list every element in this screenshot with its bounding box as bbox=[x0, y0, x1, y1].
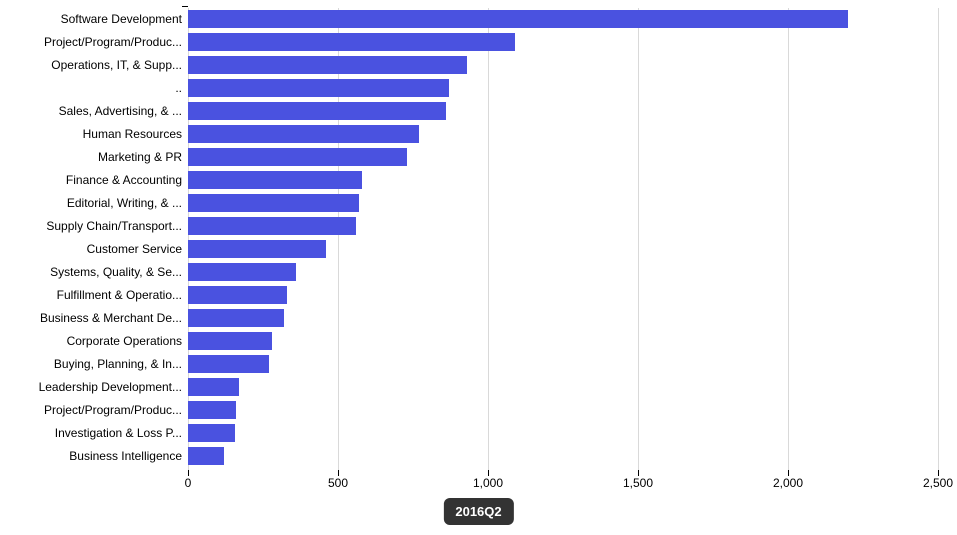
bar bbox=[188, 79, 449, 97]
y-axis-label: Editorial, Writing, & ... bbox=[67, 194, 188, 212]
bar bbox=[188, 447, 224, 465]
bar bbox=[188, 148, 407, 166]
bar bbox=[188, 102, 446, 120]
y-axis-label: Customer Service bbox=[87, 240, 188, 258]
y-axis-label: Business & Merchant De... bbox=[40, 309, 188, 327]
x-axis-label: 2,500 bbox=[923, 470, 953, 490]
legend-pill: 2016Q2 bbox=[443, 498, 513, 525]
plot-area: 05001,0001,5002,0002,500Software Develop… bbox=[188, 8, 938, 470]
y-axis-label: Fulfillment & Operatio... bbox=[57, 286, 188, 304]
y-axis-label: Human Resources bbox=[83, 125, 188, 143]
bar bbox=[188, 240, 326, 258]
x-axis-label: 1,000 bbox=[473, 470, 503, 490]
y-axis-label: Marketing & PR bbox=[98, 148, 188, 166]
y-axis-label: Project/Program/Produc... bbox=[44, 33, 188, 51]
y-axis-label: Business Intelligence bbox=[69, 447, 188, 465]
y-axis-label: Buying, Planning, & In... bbox=[54, 355, 188, 373]
y-axis-label: Supply Chain/Transport... bbox=[46, 217, 188, 235]
y-axis-label: Corporate Operations bbox=[67, 332, 188, 350]
y-axis-label: Investigation & Loss P... bbox=[55, 424, 188, 442]
x-gridline bbox=[938, 8, 939, 470]
bar bbox=[188, 309, 284, 327]
top-tick bbox=[182, 6, 188, 7]
y-axis-label: Project/Program/Produc... bbox=[44, 401, 188, 419]
chart-container: 0 500 1,000 1,500 2,000 2,500 Software Develop… bbox=[0, 0, 957, 535]
bar bbox=[188, 194, 359, 212]
y-axis-label: Finance & Accounting bbox=[66, 171, 188, 189]
x-axis-label: 1,500 bbox=[623, 470, 653, 490]
y-axis-label: Operations, IT, & Supp... bbox=[51, 56, 188, 74]
x-axis-label: 0 bbox=[185, 470, 192, 490]
y-axis-label: Software Development bbox=[61, 10, 188, 28]
bar bbox=[188, 401, 236, 419]
x-gridline bbox=[638, 8, 639, 470]
bar bbox=[188, 378, 239, 396]
bar bbox=[188, 171, 362, 189]
bar bbox=[188, 332, 272, 350]
x-gridline bbox=[488, 8, 489, 470]
bar bbox=[188, 33, 515, 51]
x-gridline bbox=[338, 8, 339, 470]
bar bbox=[188, 56, 467, 74]
bar bbox=[188, 10, 848, 28]
bar bbox=[188, 355, 269, 373]
bar bbox=[188, 125, 419, 143]
bar bbox=[188, 217, 356, 235]
y-axis-label: .. bbox=[175, 79, 188, 97]
x-gridline bbox=[788, 8, 789, 470]
y-axis-label: Leadership Development... bbox=[39, 378, 188, 396]
y-axis-label: Systems, Quality, & Se... bbox=[50, 263, 188, 281]
x-axis-label: 2,000 bbox=[773, 470, 803, 490]
y-axis-label: Sales, Advertising, & ... bbox=[59, 102, 188, 120]
bar bbox=[188, 424, 235, 442]
bar bbox=[188, 286, 287, 304]
x-axis-label: 500 bbox=[328, 470, 348, 490]
bar bbox=[188, 263, 296, 281]
